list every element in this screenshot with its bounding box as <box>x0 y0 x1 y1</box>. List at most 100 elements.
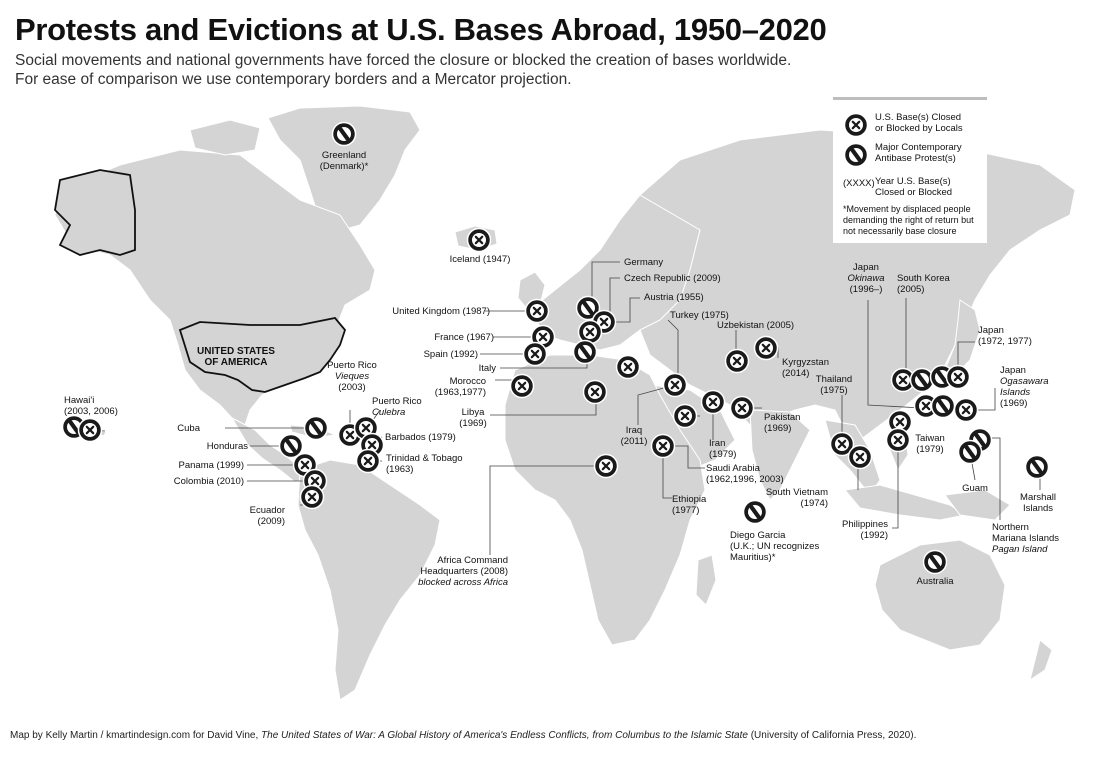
label-saudi-sub: (1962,1996, 2003) <box>706 474 784 485</box>
label-okinawa-italic: Okinawa <box>847 273 885 284</box>
label-greenland-name: Greenland <box>321 150 367 161</box>
label-morocco-sub: (1963,1977) <box>434 387 486 398</box>
label-australia: Australia <box>917 576 954 587</box>
label-iceland: Iceland (1947) <box>450 254 511 265</box>
label-marshall: Marshall Islands <box>1020 492 1056 514</box>
credit-book-title: The United States of War: A Global Histo… <box>261 730 748 741</box>
marker-australia <box>924 551 947 574</box>
label-saudi: Saudi Arabia (1962,1996, 2003) <box>706 463 784 485</box>
legend-year-line-1: Year U.S. Base(s) <box>875 176 951 187</box>
label-spain: Spain (1992) <box>424 349 478 360</box>
marker-japan-1972 <box>945 364 971 390</box>
marker-diego-garcia <box>744 501 767 524</box>
legend-protest-line-1: Major Contemporary <box>875 142 962 153</box>
label-czech: Czech Republic (2009) <box>624 273 721 284</box>
marker-philippines <box>885 427 911 453</box>
marker-iceland <box>466 227 492 253</box>
marker-uzbekistan <box>724 348 750 374</box>
subtitle-line-1: Social movements and national government… <box>15 52 792 69</box>
label-vieques: Puerto Rico Vieques (2003) <box>327 360 377 393</box>
label-ogasawara-name: Japan <box>1000 365 1026 376</box>
label-barbados-name: Barbados (1979) <box>385 432 456 443</box>
label-germany-name: Germany <box>624 257 664 268</box>
legend-note: *Movement by displaced people demanding … <box>843 204 974 237</box>
land-arctic-islands <box>189 119 261 156</box>
land-africa <box>504 354 706 646</box>
label-japan-ogasawara: Japan Ogasawara Islands (1969) <box>1000 365 1049 409</box>
land-madagascar <box>695 554 717 606</box>
credit-line: Map by Kelly Martin / kmartindesign.com … <box>10 730 916 741</box>
label-guam-name: Guam <box>962 483 988 494</box>
label-australia-name: Australia <box>916 576 954 587</box>
credit-suffix: (University of California Press, 2020). <box>747 730 917 741</box>
marker-south-vietnam <box>847 444 873 470</box>
label-south-vietnam-sub: (1974) <box>800 498 828 509</box>
label-hawaii-name: Hawai'i <box>64 395 95 406</box>
marker-hawaii-2 <box>77 417 103 443</box>
label-taiwan-name: Taiwan <box>915 433 945 444</box>
label-ethiopia-sub: (1977) <box>672 505 700 516</box>
alaska-outline <box>54 169 136 256</box>
marker-turkey <box>615 354 641 380</box>
label-japan-1972-sub: (1972, 1977) <box>978 336 1032 347</box>
label-japan-1972: Japan (1972, 1977) <box>978 325 1032 347</box>
marker-iraq <box>672 403 698 429</box>
page-title: Protests and Evictions at U.S. Bases Abr… <box>15 12 827 47</box>
land-greenland <box>267 105 421 233</box>
label-kyrgyzstan-sub: (2014) <box>782 368 810 379</box>
marker-uk <box>524 298 550 324</box>
label-south-korea: South Korea (2005) <box>897 273 950 295</box>
marker-spain <box>522 341 548 367</box>
legend-closed-line-2: or Blocked by Locals <box>875 123 963 134</box>
label-saudi-name: Saudi Arabia <box>706 463 760 474</box>
label-marshall-sub: Islands <box>1022 503 1054 514</box>
legend: U.S. Base(s) Closed or Blocked by Locals… <box>833 97 987 243</box>
label-austria-name: Austria (1955) <box>644 292 704 303</box>
label-greenland: Greenland (Denmark)* <box>320 150 369 172</box>
label-philippines: Philippines (1992) <box>842 519 888 541</box>
label-thailand: Thailand (1975) <box>816 374 852 396</box>
label-japan-1972-name: Japan <box>978 325 1004 336</box>
label-spain-name: Spain (1992) <box>423 349 478 360</box>
label-panama-name: Panama (1999) <box>178 460 244 471</box>
label-okinawa-name: Japan <box>853 262 879 273</box>
label-south-vietnam: South Vietnam (1974) <box>766 487 828 509</box>
label-vieques-italic: Vieques <box>334 371 370 382</box>
marker-africa-command <box>593 453 619 479</box>
marker-iran <box>700 389 726 415</box>
land-indonesia <box>844 484 967 521</box>
marker-okinawa-3 <box>932 395 955 418</box>
label-cuba: Cuba <box>177 423 200 434</box>
land-india <box>749 409 811 501</box>
label-kyrgyzstan-name: Kyrgyzstan <box>782 357 829 368</box>
label-vieques-sub: (2003) <box>338 382 366 393</box>
label-morocco-name: Morocco <box>449 376 486 387</box>
marker-italy <box>574 341 597 364</box>
label-iraq: Iraq (2011) <box>621 425 648 447</box>
marker-morocco <box>509 373 535 399</box>
label-iceland-name: Iceland (1947) <box>449 254 511 265</box>
label-turkey-name: Turkey (1975) <box>670 310 729 321</box>
label-culebra-italic: Culebra <box>372 407 406 418</box>
label-honduras-name: Honduras <box>206 441 248 452</box>
marker-marshall <box>1026 456 1049 479</box>
label-iran-name: Iran <box>709 438 726 449</box>
usa-label: UNITED STATES OF AMERICA <box>197 346 275 368</box>
label-uzbekistan-name: Uzbekistan (2005) <box>717 320 795 331</box>
label-germany: Germany <box>624 257 663 268</box>
label-ogasawara-italic2: Islands <box>1000 387 1031 398</box>
label-libya-name: Libya <box>461 407 485 418</box>
label-vieques-name: Puerto Rico <box>327 360 377 371</box>
land-australia <box>874 539 1006 651</box>
label-hawaii: Hawai'i (2003, 2006) <box>64 395 118 417</box>
label-diego-garcia-name: Diego Garcia <box>730 530 786 541</box>
label-guam: Guam <box>962 483 988 494</box>
label-uk: United Kingdom (1987) <box>392 306 490 317</box>
label-philippines-sub: (1992) <box>860 530 888 541</box>
marker-libya <box>582 379 608 405</box>
label-northern-mariana-name: Northern <box>992 522 1029 533</box>
label-france: France (1967) <box>434 332 494 343</box>
label-france-name: France (1967) <box>434 332 494 343</box>
label-marshall-name: Marshall <box>1020 492 1056 503</box>
label-pakistan-sub: (1969) <box>764 423 792 434</box>
